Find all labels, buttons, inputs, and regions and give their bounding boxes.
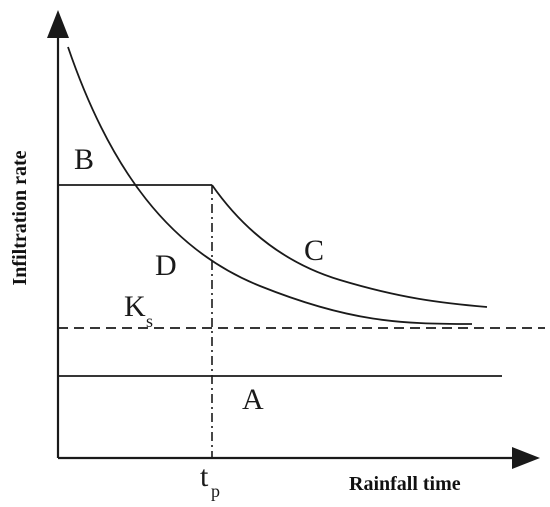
y-axis-title: Infiltration rate	[9, 150, 31, 285]
label-b: B	[74, 143, 94, 176]
x-axis-title: Rainfall time	[349, 473, 461, 495]
y-axis-arrowhead	[47, 10, 69, 38]
label-ks-sub: s	[146, 311, 153, 331]
label-d: D	[155, 249, 177, 282]
label-ks-main: K	[124, 290, 146, 323]
label-c: C	[304, 234, 324, 267]
label-tp-main: t	[200, 460, 209, 493]
actual-infiltration-curve	[211, 184, 488, 308]
infiltration-capacity-curve	[67, 46, 473, 325]
label-a: A	[242, 383, 264, 416]
label-tp-sub: p	[211, 481, 220, 501]
x-axis-arrowhead	[512, 447, 540, 469]
